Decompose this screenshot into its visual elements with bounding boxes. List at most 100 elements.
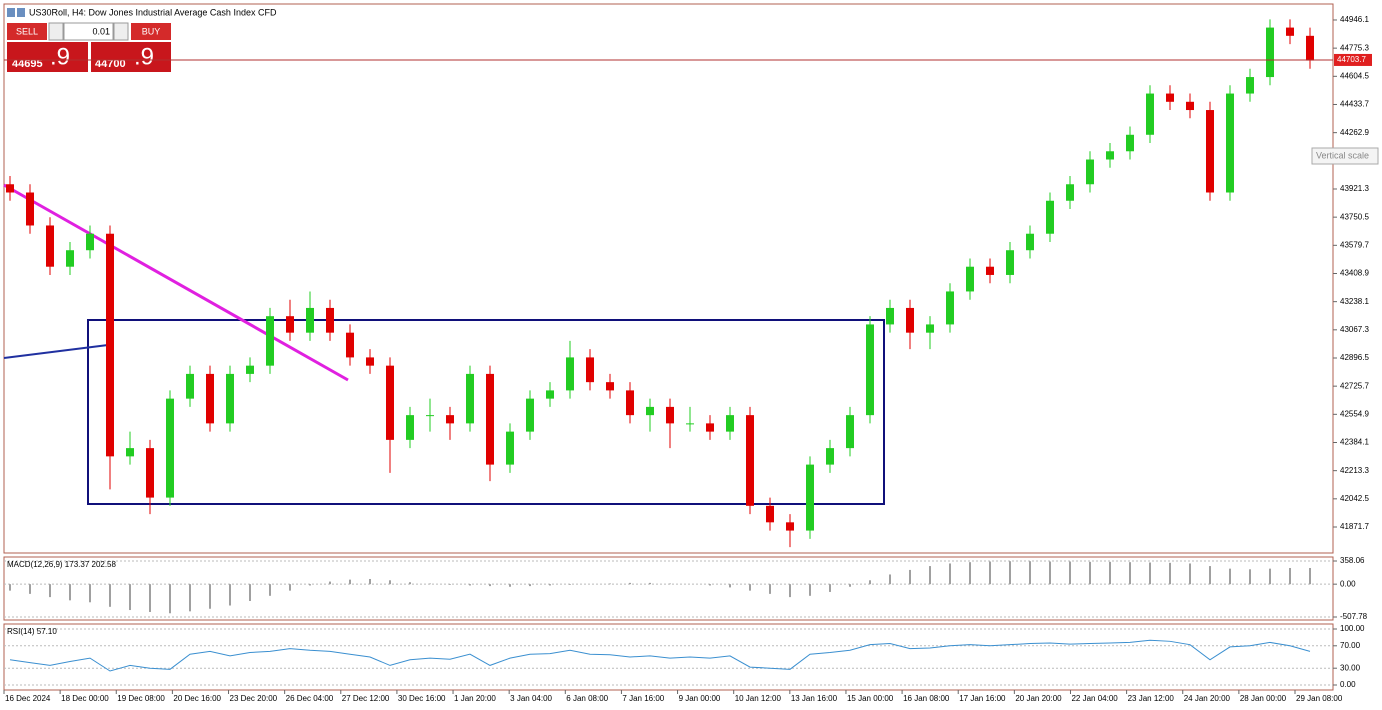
macd-bar bbox=[1129, 562, 1131, 585]
tooltip: Vertical scale bbox=[1316, 150, 1369, 160]
macd-bar bbox=[389, 580, 391, 585]
macd-bar bbox=[1149, 562, 1151, 585]
trend-line bbox=[3, 344, 109, 359]
candle-body bbox=[866, 324, 874, 416]
y-tick-label: 44433.7 bbox=[1340, 100, 1369, 109]
y-tick-label: 43408.9 bbox=[1340, 269, 1369, 278]
y-tick-label: 43921.3 bbox=[1340, 184, 1369, 193]
candle-body bbox=[206, 373, 214, 424]
candle-body bbox=[1066, 184, 1074, 201]
buy-label[interactable]: BUY bbox=[142, 26, 161, 36]
y-tick-label: 42725.7 bbox=[1340, 381, 1369, 390]
sell-fraction[interactable]: .9 bbox=[50, 43, 70, 70]
candle-body bbox=[726, 415, 734, 432]
icon bbox=[17, 8, 25, 17]
macd-bar bbox=[1049, 561, 1051, 585]
rsi-line bbox=[9, 639, 1311, 672]
macd-bar bbox=[429, 583, 431, 585]
buy-button[interactable] bbox=[131, 23, 171, 40]
y-tick-label: 70.00 bbox=[1340, 641, 1361, 650]
y-tick-label: 44604.5 bbox=[1340, 71, 1369, 80]
x-tick-label: 29 Jan 08:00 bbox=[1296, 694, 1343, 703]
candle-body bbox=[26, 192, 34, 226]
candle-body bbox=[486, 373, 494, 465]
price-tag-label: 44703.7 bbox=[1337, 55, 1366, 64]
spinner[interactable] bbox=[113, 22, 129, 41]
macd-bar bbox=[1009, 561, 1011, 585]
candle-body bbox=[1226, 93, 1234, 193]
x-tick-label: 24 Jan 20:00 bbox=[1184, 694, 1231, 703]
candle-body bbox=[366, 357, 374, 366]
candle-body bbox=[6, 184, 14, 193]
y-tick-label: 100.00 bbox=[1340, 624, 1365, 633]
y-tick-label: 42213.3 bbox=[1340, 466, 1369, 475]
candle-body bbox=[826, 448, 834, 465]
x-tick-label: 28 Jan 00:00 bbox=[1240, 694, 1287, 703]
x-tick-label: 30 Dec 16:00 bbox=[398, 694, 446, 703]
trend-line bbox=[3, 183, 349, 382]
candle-body bbox=[166, 398, 174, 498]
macd-bar bbox=[1189, 563, 1191, 585]
sell-price-box[interactable] bbox=[7, 42, 88, 72]
sell-button[interactable] bbox=[7, 23, 47, 40]
candle-body bbox=[1186, 101, 1194, 111]
main-panel bbox=[3, 3, 1334, 554]
candle-body bbox=[1306, 35, 1314, 61]
rsi-panel bbox=[3, 623, 1334, 691]
macd-bar bbox=[269, 584, 271, 596]
macd-bar bbox=[169, 584, 171, 614]
macd-bar bbox=[609, 583, 611, 585]
candle-body bbox=[1206, 110, 1214, 193]
sell-label[interactable]: SELL bbox=[16, 26, 38, 36]
x-tick-label: 20 Jan 20:00 bbox=[1015, 694, 1062, 703]
macd-bar bbox=[829, 584, 831, 592]
y-tick-label: 42384.1 bbox=[1340, 438, 1369, 447]
macd-panel bbox=[3, 556, 1334, 621]
buy-price-box[interactable] bbox=[91, 42, 171, 72]
macd-bar bbox=[309, 584, 311, 586]
sell-price[interactable]: 44695 bbox=[12, 58, 43, 70]
buy-price[interactable]: 44700 bbox=[95, 58, 126, 70]
macd-bar bbox=[9, 584, 11, 591]
candle-body bbox=[1106, 151, 1114, 160]
macd-bar bbox=[729, 584, 731, 588]
candle-body bbox=[306, 307, 314, 333]
candle-body bbox=[786, 522, 794, 531]
macd-bar bbox=[989, 561, 991, 585]
candle-body bbox=[506, 431, 514, 465]
y-tick-label: 43238.1 bbox=[1340, 297, 1369, 306]
macd-bar bbox=[849, 584, 851, 587]
candle-body bbox=[966, 266, 974, 292]
buy-fraction[interactable]: .9 bbox=[134, 43, 154, 70]
y-tick-label: 44262.9 bbox=[1340, 128, 1369, 137]
y-tick-label: 44775.3 bbox=[1340, 43, 1369, 52]
candle-body bbox=[566, 357, 574, 391]
candle-body bbox=[546, 390, 554, 399]
tooltip-box bbox=[1311, 147, 1379, 165]
panel-title: MACD(12,26,9) 173.37 202.58 bbox=[7, 560, 117, 569]
candle-body bbox=[886, 307, 894, 325]
macd-bar bbox=[129, 584, 131, 611]
macd-bar bbox=[349, 579, 351, 585]
x-tick-label: 20 Dec 16:00 bbox=[173, 694, 221, 703]
x-tick-label: 7 Jan 16:00 bbox=[622, 694, 664, 703]
y-tick-label: 30.00 bbox=[1340, 663, 1361, 672]
macd-bar bbox=[1169, 562, 1171, 585]
icon bbox=[7, 8, 15, 17]
candle-body bbox=[1026, 233, 1034, 251]
volume[interactable]: 0.01 bbox=[92, 26, 110, 36]
candle-body bbox=[86, 233, 94, 251]
candle-body bbox=[526, 398, 534, 432]
macd-bar bbox=[1229, 568, 1231, 585]
candle-body bbox=[986, 266, 994, 275]
x-tick-label: 23 Dec 20:00 bbox=[230, 694, 278, 703]
candle-body bbox=[1266, 27, 1274, 78]
dropdown[interactable] bbox=[48, 22, 64, 41]
y-tick-label: 41871.7 bbox=[1340, 522, 1369, 531]
candle-body bbox=[186, 373, 194, 399]
volume-input[interactable] bbox=[63, 22, 114, 41]
macd-bar bbox=[209, 584, 211, 609]
x-tick-label: 18 Dec 00:00 bbox=[61, 694, 109, 703]
